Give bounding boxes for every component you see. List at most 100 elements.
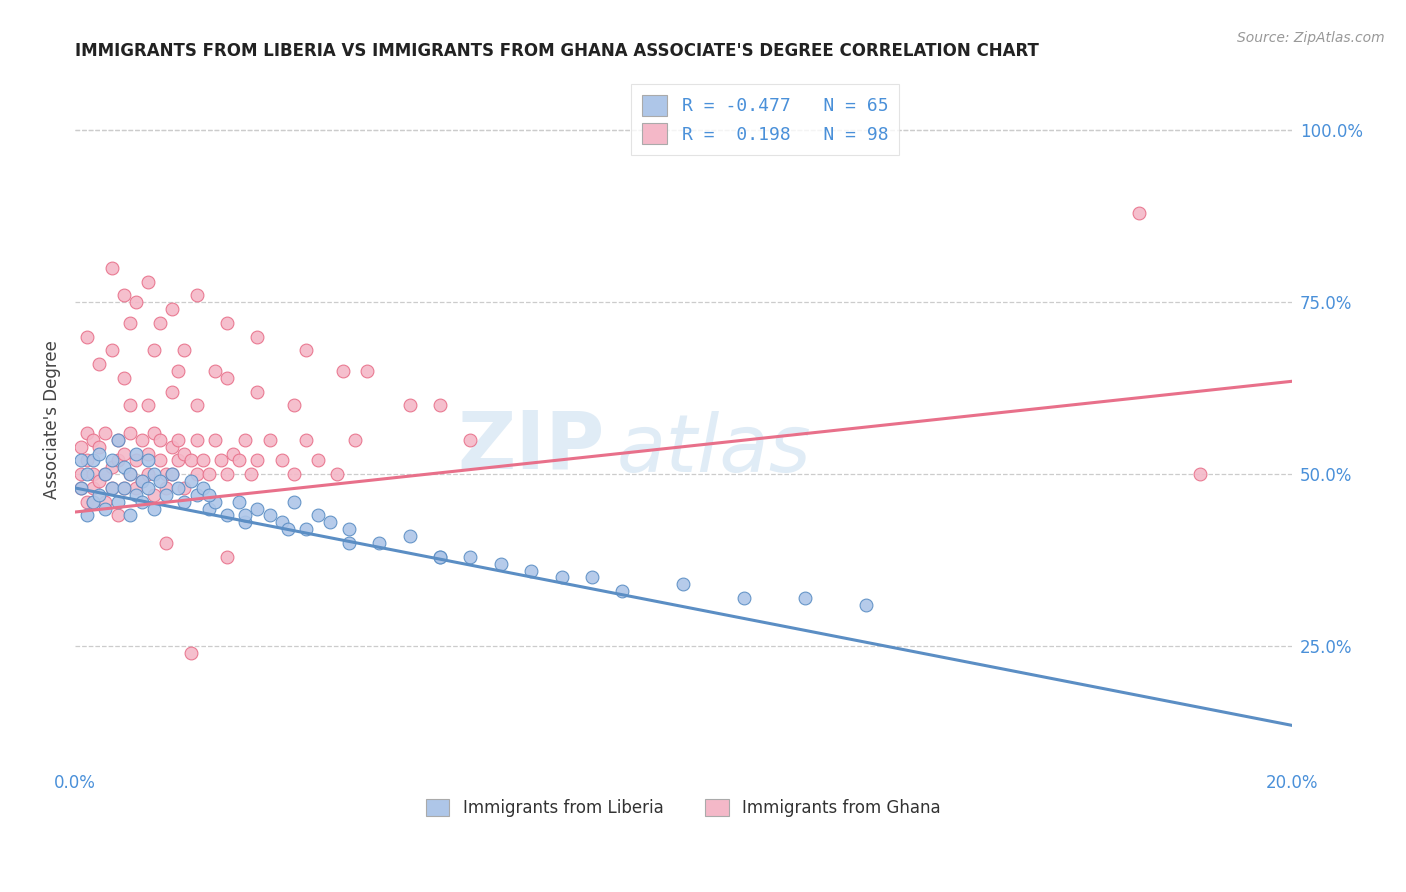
Point xyxy=(217,549,239,564)
Point xyxy=(82,494,104,508)
Point xyxy=(217,316,239,330)
Point xyxy=(112,371,135,385)
Point xyxy=(131,494,153,508)
Point xyxy=(277,522,299,536)
Point xyxy=(100,460,122,475)
Point xyxy=(82,433,104,447)
Point xyxy=(76,508,98,523)
Point xyxy=(228,494,250,508)
Point xyxy=(793,591,815,605)
Point xyxy=(217,508,239,523)
Point xyxy=(149,474,172,488)
Point xyxy=(89,446,111,460)
Point xyxy=(429,549,451,564)
Point xyxy=(343,433,366,447)
Point xyxy=(82,467,104,482)
Point xyxy=(259,508,281,523)
Point xyxy=(131,474,153,488)
Point xyxy=(672,577,695,591)
Point xyxy=(118,467,141,482)
Point xyxy=(398,529,420,543)
Point xyxy=(125,481,148,495)
Point xyxy=(136,398,159,412)
Point xyxy=(295,343,318,358)
Point xyxy=(136,467,159,482)
Point xyxy=(429,549,451,564)
Point xyxy=(89,440,111,454)
Point xyxy=(89,488,111,502)
Legend: Immigrants from Liberia, Immigrants from Ghana: Immigrants from Liberia, Immigrants from… xyxy=(419,792,948,823)
Point xyxy=(162,440,184,454)
Point xyxy=(82,453,104,467)
Point xyxy=(125,446,148,460)
Point xyxy=(186,467,208,482)
Point xyxy=(70,481,93,495)
Point xyxy=(429,398,451,412)
Point xyxy=(180,453,202,467)
Point xyxy=(233,508,256,523)
Point xyxy=(233,516,256,530)
Point xyxy=(198,488,221,502)
Point xyxy=(136,453,159,467)
Point xyxy=(100,260,122,275)
Text: atlas: atlas xyxy=(616,411,811,489)
Point xyxy=(1128,206,1150,220)
Point xyxy=(107,433,129,447)
Point xyxy=(162,384,184,399)
Point xyxy=(82,481,104,495)
Point xyxy=(162,302,184,317)
Point xyxy=(270,453,292,467)
Point xyxy=(295,522,318,536)
Point xyxy=(228,453,250,467)
Point xyxy=(125,488,148,502)
Point xyxy=(149,316,172,330)
Point xyxy=(76,329,98,343)
Point xyxy=(136,481,159,495)
Point xyxy=(283,494,305,508)
Point xyxy=(167,481,190,495)
Point xyxy=(70,440,93,454)
Point xyxy=(112,288,135,302)
Point xyxy=(173,343,195,358)
Point xyxy=(283,398,305,412)
Point xyxy=(118,316,141,330)
Point xyxy=(107,453,129,467)
Point xyxy=(398,398,420,412)
Point xyxy=(112,460,135,475)
Point xyxy=(94,467,117,482)
Point xyxy=(100,343,122,358)
Point xyxy=(125,453,148,467)
Point xyxy=(259,433,281,447)
Point xyxy=(143,425,166,440)
Point xyxy=(270,516,292,530)
Point xyxy=(307,453,329,467)
Point xyxy=(70,467,93,482)
Point xyxy=(204,433,226,447)
Point xyxy=(143,343,166,358)
Point xyxy=(233,433,256,447)
Point xyxy=(319,516,342,530)
Point xyxy=(155,467,177,482)
Point xyxy=(1189,467,1212,482)
Point xyxy=(107,508,129,523)
Point xyxy=(246,384,269,399)
Point xyxy=(246,453,269,467)
Point xyxy=(460,549,482,564)
Point xyxy=(100,481,122,495)
Point xyxy=(89,357,111,371)
Point xyxy=(173,494,195,508)
Point xyxy=(149,433,172,447)
Point xyxy=(82,494,104,508)
Point xyxy=(107,433,129,447)
Point xyxy=(198,467,221,482)
Point xyxy=(520,564,543,578)
Point xyxy=(246,501,269,516)
Point xyxy=(118,398,141,412)
Point xyxy=(136,275,159,289)
Point xyxy=(180,646,202,660)
Point xyxy=(186,398,208,412)
Point xyxy=(283,467,305,482)
Point xyxy=(337,522,360,536)
Point xyxy=(143,467,166,482)
Point xyxy=(76,494,98,508)
